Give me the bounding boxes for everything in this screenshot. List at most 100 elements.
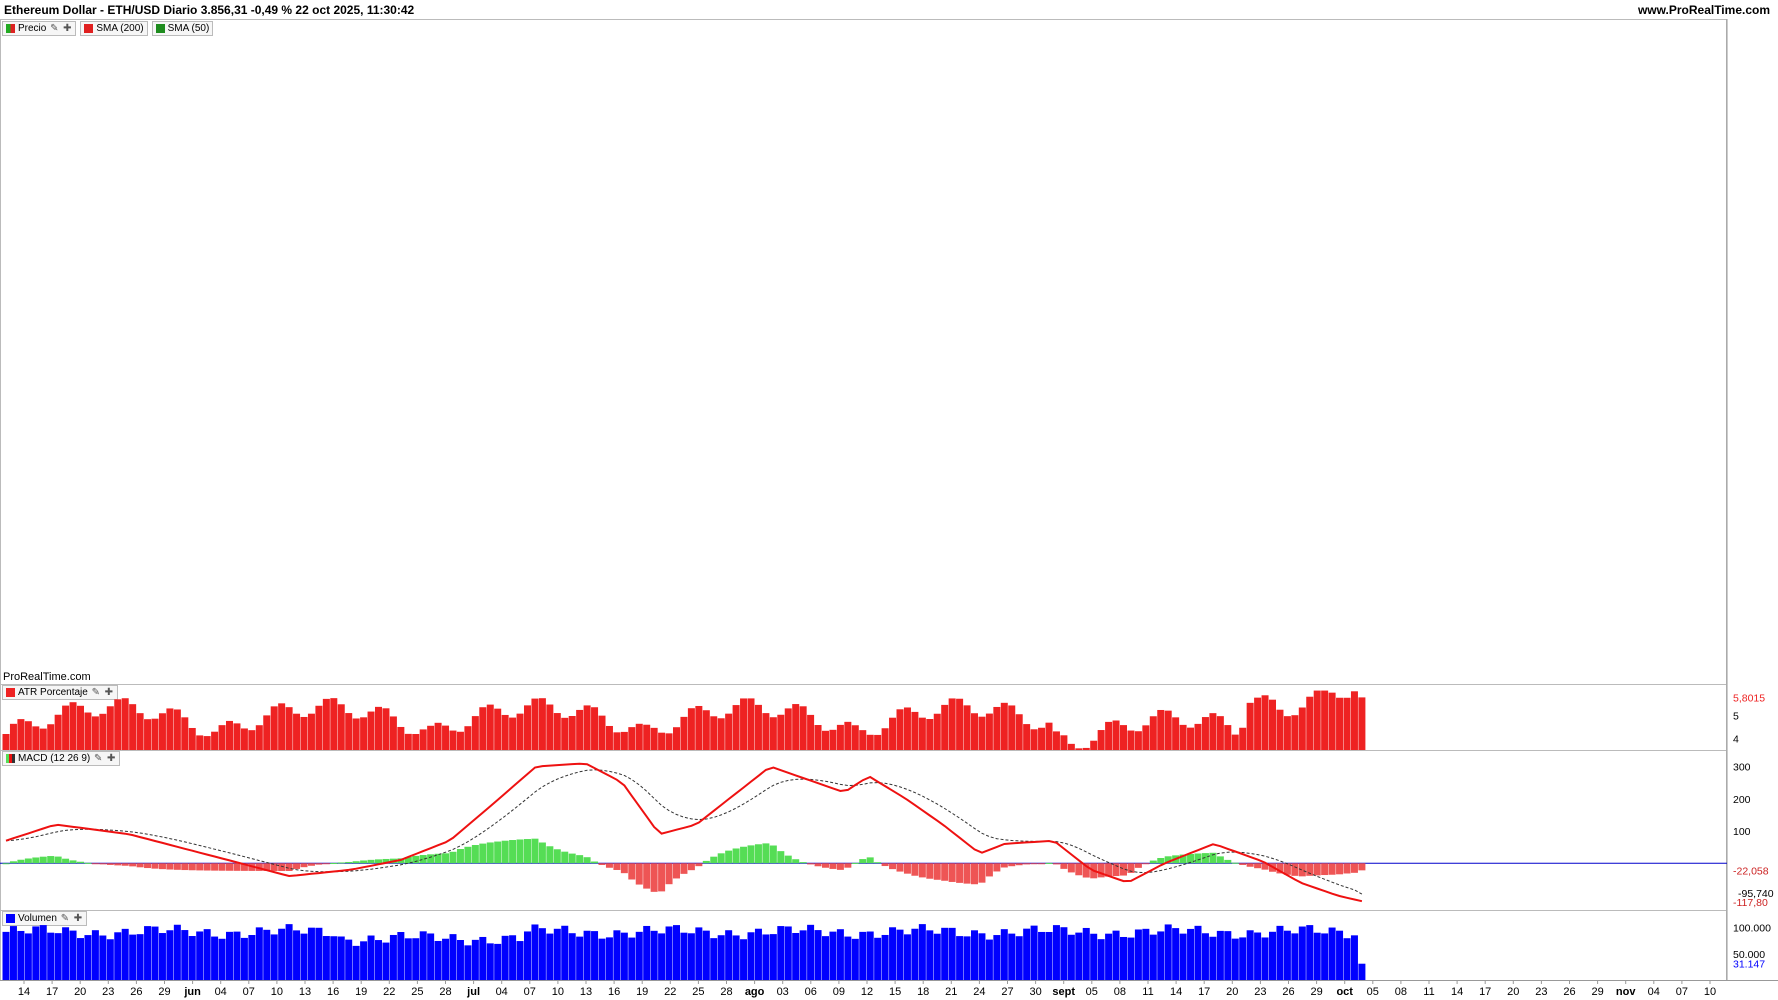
legend-sma50[interactable]: SMA (50)	[151, 21, 214, 36]
macd-pane: 100 200 300 -22,058 -95,740-117,80	[0, 762, 1774, 909]
x-tick-label: oct	[1336, 986, 1353, 998]
atr-bar	[829, 729, 837, 750]
macd-histogram-bar	[24, 858, 32, 864]
volume-bar	[218, 938, 226, 980]
atr-bar	[501, 714, 509, 750]
settings-icon[interactable]: ✎	[50, 22, 59, 34]
atr-bar	[628, 727, 636, 750]
legend-price-label: Precio	[18, 23, 47, 34]
x-tick-label: 29	[1591, 986, 1603, 998]
volume-bar	[754, 928, 762, 980]
atr-bar	[9, 723, 17, 750]
macd-histogram-bar	[1276, 863, 1284, 874]
atr-bar	[1216, 716, 1224, 750]
legend-macd-label: MACD (12 26 9)	[18, 753, 91, 764]
atr-bar	[307, 713, 315, 750]
atr-bar	[643, 724, 651, 750]
atr-bar	[203, 736, 211, 750]
volume-bar	[769, 934, 777, 980]
macd-histogram-bar	[1254, 863, 1262, 869]
atr-bar	[725, 713, 733, 750]
macd-histogram-bar	[814, 863, 822, 867]
legend-atr[interactable]: ATR Porcentaje ✎ ✚	[2, 685, 118, 700]
macd-histogram-bar	[598, 863, 606, 865]
add-icon[interactable]: ✚	[73, 912, 83, 924]
volume-bar	[807, 924, 815, 980]
volume-bar	[993, 935, 1001, 980]
add-icon[interactable]: ✚	[107, 752, 116, 764]
legend-price[interactable]: Precio ✎ ✚	[2, 21, 77, 36]
atr-bar	[1209, 713, 1217, 750]
volume-bar	[740, 939, 748, 980]
volume-bar	[427, 933, 435, 980]
volume-bar	[1224, 931, 1232, 980]
volume-bar	[1030, 925, 1038, 980]
volume-bar	[1008, 933, 1016, 980]
volume-bar	[628, 937, 636, 980]
x-tick-label: jun	[183, 986, 201, 998]
atr-bar	[754, 704, 762, 750]
volume-bar	[538, 928, 546, 980]
macd-histogram-bar	[1246, 863, 1254, 867]
atr-bar	[933, 713, 941, 750]
volume-tick-label: 100.000	[1733, 923, 1771, 935]
atr-bar	[1313, 690, 1321, 750]
volume-bar	[933, 933, 941, 980]
macd-histogram-bar	[725, 850, 733, 864]
macd-histogram-bar	[1298, 863, 1306, 877]
volume-bar	[1194, 925, 1202, 980]
macd-histogram-bar	[792, 859, 800, 864]
volume-bar	[1120, 936, 1127, 980]
volume-bar	[1336, 930, 1344, 980]
macd-histogram-bar	[1142, 863, 1150, 865]
atr-bar	[285, 707, 293, 750]
legend-macd[interactable]: MACD (12 26 9) ✎ ✚	[2, 751, 121, 766]
settings-icon[interactable]: ✎	[94, 752, 103, 764]
macd-histogram-bar	[62, 858, 70, 864]
settings-icon[interactable]: ✎	[60, 912, 70, 924]
macd-histogram-bar	[360, 860, 368, 864]
x-tick-label: 26	[1563, 986, 1575, 998]
volume-bar	[673, 925, 680, 980]
atr-bar	[1350, 691, 1358, 750]
macd-histogram-bar	[635, 863, 643, 885]
x-tick-label: 17	[1479, 986, 1491, 998]
atr-bar	[1321, 690, 1329, 750]
macd-histogram-bar	[1313, 863, 1321, 876]
x-tick-label: 11	[1423, 986, 1434, 998]
site-label[interactable]: www.ProRealTime.com	[1637, 3, 1770, 17]
legend-sma200[interactable]: SMA (200)	[80, 21, 148, 36]
x-tick-label: 03	[777, 986, 789, 998]
atr-bar	[740, 698, 748, 750]
atr-bar	[32, 726, 40, 750]
add-icon[interactable]: ✚	[104, 686, 114, 698]
volume-bar	[1321, 933, 1329, 980]
macd-histogram-bar	[859, 859, 867, 864]
add-icon[interactable]: ✚	[63, 22, 72, 34]
volume-bar	[248, 935, 256, 980]
volume-bar	[278, 928, 286, 980]
macd-histogram-bar	[84, 862, 92, 864]
macd-histogram-bar	[1328, 863, 1336, 875]
macd-histogram-bar	[240, 863, 248, 871]
macd-hist-last-label: -22,058	[1733, 865, 1769, 877]
settings-icon[interactable]: ✎	[91, 686, 101, 698]
volume-bar	[576, 936, 584, 980]
macd-histogram-bar	[784, 855, 792, 864]
x-tick-label: 10	[552, 986, 564, 998]
macd-histogram-bar	[144, 863, 152, 869]
macd-histogram-bar	[1075, 863, 1083, 876]
volume-bar	[471, 939, 479, 980]
volume-bar	[658, 933, 666, 980]
volume-swatch	[6, 914, 15, 923]
atr-bar	[54, 714, 62, 750]
x-tick-label: 11	[1142, 986, 1153, 998]
volume-bar	[315, 927, 323, 980]
volume-bar	[777, 926, 785, 980]
atr-bar	[1030, 729, 1038, 750]
volume-bar	[1201, 933, 1209, 980]
x-tick-label: 27	[1001, 986, 1013, 998]
atr-bar	[471, 716, 479, 750]
volume-bar	[1276, 925, 1284, 980]
